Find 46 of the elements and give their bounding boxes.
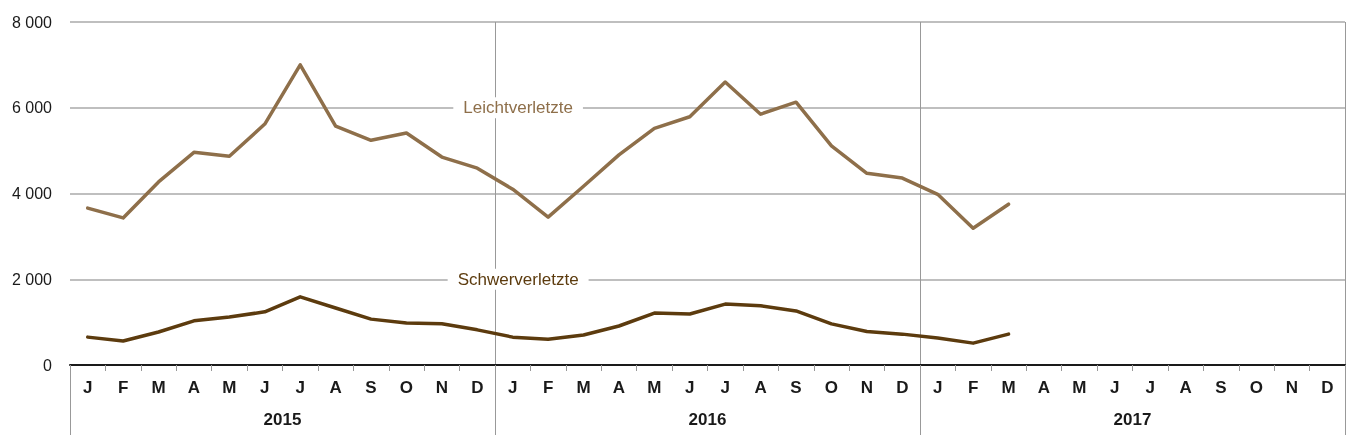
x-tick-label: A <box>1037 378 1051 397</box>
x-tick-label: F <box>542 378 554 397</box>
x-tick-label: J <box>1145 378 1155 397</box>
x-tick-label: M <box>576 378 591 397</box>
x-tick-label: N <box>860 378 874 397</box>
x-tick-label: J <box>1110 378 1120 397</box>
x-tick-label: S <box>790 378 802 397</box>
y-tick-label: 8 000 <box>11 13 53 31</box>
x-tick-label: O <box>1249 378 1264 397</box>
x-tick-label: D <box>471 378 484 397</box>
y-tick-label: 6 000 <box>11 99 53 117</box>
x-tick-label: A <box>1179 378 1192 397</box>
x-tick-label: F <box>967 378 979 397</box>
y-tick-label: 0 <box>43 356 53 374</box>
x-tick-label: D <box>896 378 909 397</box>
x-tick-label: S <box>365 378 377 397</box>
x-tick-label: D <box>1321 378 1334 397</box>
x-tick-label: A <box>187 378 201 397</box>
x-tick-label: A <box>612 378 626 397</box>
x-tick-label: S <box>1215 378 1227 397</box>
x-tick-label: J <box>932 378 943 397</box>
x-tick-label: O <box>399 378 414 397</box>
x-tick-label: M <box>647 378 662 397</box>
x-tick-label: M <box>151 378 166 397</box>
x-tick-label: O <box>824 378 839 397</box>
text: 2016 <box>688 410 727 429</box>
x-tick-label: M <box>1072 378 1087 397</box>
y-tick-label: 2 000 <box>11 270 53 288</box>
x-tick-label: J <box>720 378 730 397</box>
x-tick-label: N <box>435 378 449 397</box>
text: Leichtverletzte <box>463 98 573 118</box>
text: 2015 <box>263 410 302 429</box>
x-tick-label: M <box>1001 378 1016 397</box>
x-tick-label: J <box>260 378 270 397</box>
x-tick-label: J <box>685 378 695 397</box>
text: Schwerverletzte <box>457 269 579 289</box>
y-tick-label: 4 000 <box>11 185 53 202</box>
x-tick-label: N <box>1285 378 1299 397</box>
text: 2017 <box>1113 410 1152 429</box>
x-tick-label: A <box>329 378 342 397</box>
x-tick-label: J <box>295 378 305 397</box>
x-tick-label: M <box>222 378 237 397</box>
x-tick-label: F <box>117 378 129 397</box>
x-tick-label: A <box>754 378 767 397</box>
x-tick-label: J <box>507 378 518 397</box>
x-tick-label: J <box>82 378 93 397</box>
